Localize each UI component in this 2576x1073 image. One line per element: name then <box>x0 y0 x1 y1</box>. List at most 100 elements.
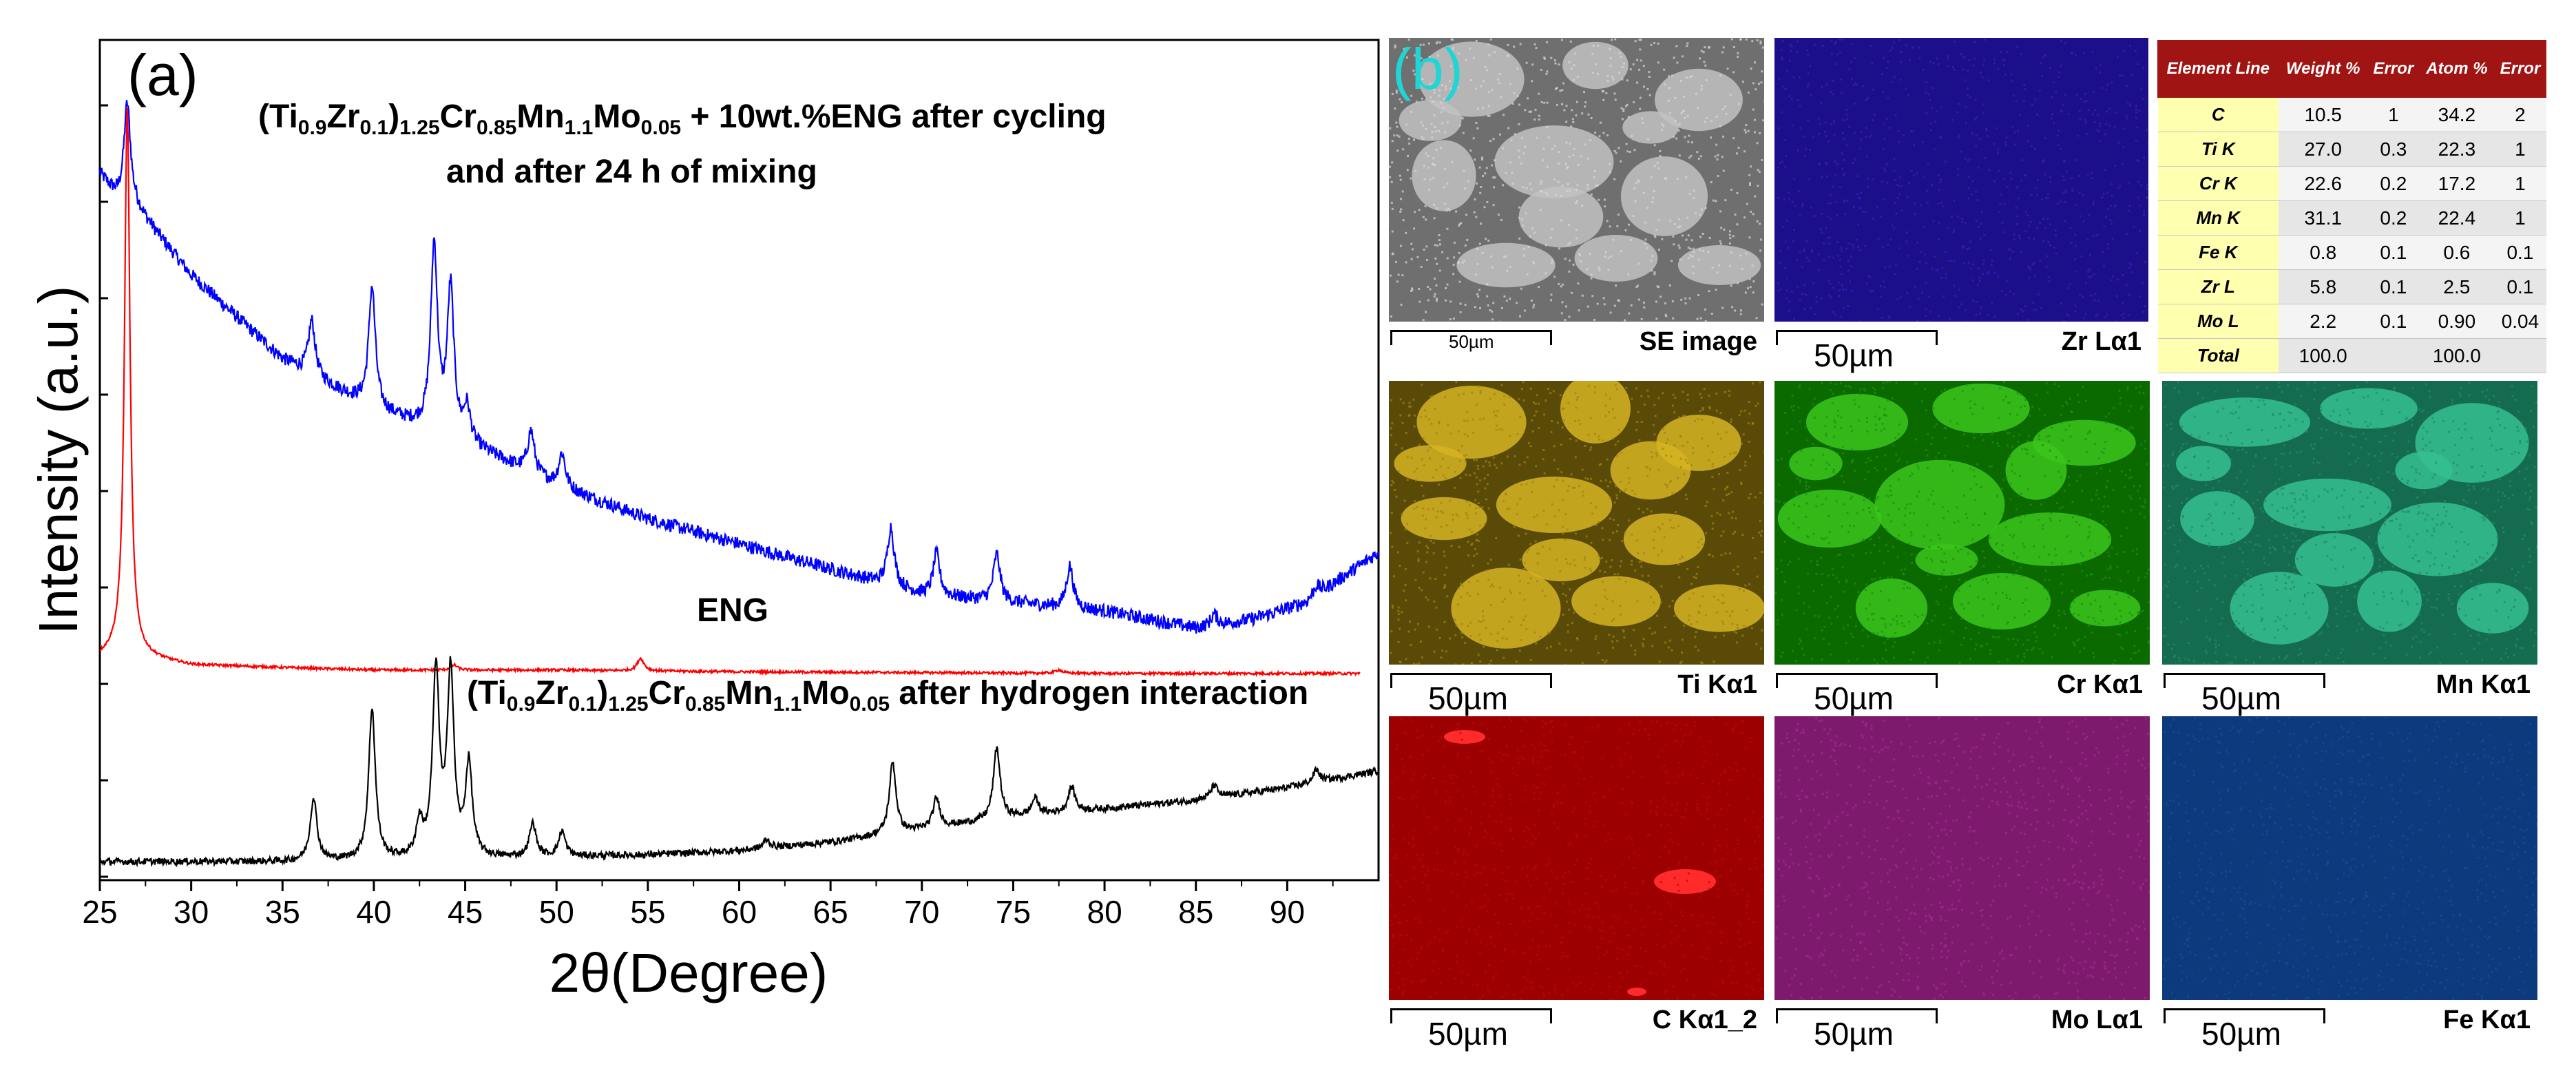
x-tick-label: 85 <box>1178 894 1213 930</box>
table-cell-value: 0.2 <box>2367 166 2420 201</box>
table-cell-value: 2.5 <box>2419 269 2495 304</box>
table-cell-value: 31.1 <box>2279 200 2368 236</box>
table-cell-value: 0.8 <box>2279 235 2368 270</box>
map-cr-label: Cr Kα1 <box>2057 670 2143 699</box>
scale-bar-label: 50µm <box>1428 1016 1508 1052</box>
map-ti-label: Ti Kα1 <box>1677 670 1757 699</box>
panel-a-label: (a) <box>127 43 198 107</box>
table-cell-value: 0.1 <box>2494 269 2546 304</box>
map-zr-label: Zr Lα1 <box>2061 327 2142 356</box>
scale-bar-label: 50µm <box>1814 1016 1894 1052</box>
map-fe-image <box>2162 716 2537 1000</box>
scale-bar-tick <box>2164 1008 2166 1023</box>
table-cell-element: Ti K <box>2157 132 2279 167</box>
map-c-label: C Kα1_2 <box>1652 1006 1757 1034</box>
annotation-black: (Ti0.9Zr0.1)1.25Cr0.85Mn1.1Mo0.05 after … <box>467 675 1308 716</box>
table-header-row: Element Line Weight % Error Atom % Error <box>2157 40 2547 98</box>
table-cell-value: 0.2 <box>2367 200 2420 236</box>
xrd-series <box>98 100 1380 868</box>
table-cell-value: 0.90 <box>2419 304 2495 339</box>
table-cell-element: Zr L <box>2157 269 2279 304</box>
table-row: Ti K 27.0 0.3 22.3 1 <box>2157 132 2546 167</box>
table-cell-value: 34.2 <box>2419 97 2495 132</box>
scale-bar-tick <box>1776 673 1778 688</box>
map-mo-image <box>1774 716 2150 1000</box>
scale-bar-label: 50µm <box>2201 680 2281 716</box>
table-cell-element: C <box>2157 97 2279 132</box>
map-ti-image <box>1389 381 1764 665</box>
x-tick-label: 35 <box>265 894 300 930</box>
scale-bar <box>1776 1008 1938 1010</box>
table-cell-value: 0.1 <box>2367 269 2420 304</box>
x-tick-label: 25 <box>82 894 117 930</box>
x-axis-ticks: 25 30 35 40 45 50 55 60 65 70 75 80 85 90 <box>82 880 1334 930</box>
table-row: Mn K 31.1 0.2 22.4 1 <box>2157 200 2546 236</box>
table-cell-value: 2.2 <box>2279 304 2368 339</box>
header-atom: Atom % <box>2418 40 2495 98</box>
table-cell-value: 0.04 <box>2494 304 2546 339</box>
scale-bar-tick <box>1776 1008 1778 1023</box>
header-element-line: Element Line <box>2157 40 2279 98</box>
table-cell-value: 5.8 <box>2279 269 2368 304</box>
table-row: Fe K 0.8 0.1 0.6 0.1 <box>2157 235 2546 270</box>
table-cell-value: 0.6 <box>2419 235 2495 270</box>
map-c-image <box>1389 716 1764 1000</box>
table-cell-element: Cr K <box>2157 166 2279 201</box>
scale-bar <box>2164 673 2325 675</box>
x-axis-label: 2θ(Degree) <box>549 942 828 1003</box>
xrd-series-line-2 <box>99 656 1379 868</box>
y-axis-label: Intensity (a.u.) <box>28 286 89 635</box>
scale-bar-tick <box>1390 330 1392 345</box>
x-tick-label: 90 <box>1270 894 1305 930</box>
table-cell-element: Mo L <box>2157 304 2279 339</box>
table-row: Total 100.0 100.0 <box>2157 338 2546 373</box>
scale-bar-tick <box>2323 1008 2325 1023</box>
table-cell-value: 10.5 <box>2279 97 2368 132</box>
table-cell-value: 1 <box>2494 132 2546 167</box>
x-tick-label: 60 <box>722 894 757 930</box>
table-cell-value: 100.0 <box>2279 338 2368 373</box>
scale-bar <box>1390 330 1552 332</box>
table-cell-value: 22.6 <box>2279 166 2368 201</box>
scale-bar-label: 50µm <box>1814 680 1894 716</box>
header-weight: Weight % <box>2278 40 2368 98</box>
scale-bar <box>1390 1008 1552 1010</box>
table-cell-value: 0.3 <box>2367 132 2420 167</box>
x-tick-label: 80 <box>1087 894 1122 930</box>
annotation-blue-line1: (Ti0.9Zr0.1)1.25Cr0.85Mn1.1Mo0.05 + 10wt… <box>258 98 1107 139</box>
scale-bar <box>2164 1008 2325 1010</box>
header-error-weight: Error <box>2367 40 2420 98</box>
map-se-image <box>1389 38 1764 322</box>
table-cell-value: 0.1 <box>2367 304 2420 339</box>
table-cell-value <box>2367 338 2420 373</box>
scale-bar-tick <box>2323 673 2325 688</box>
scale-bar-tick <box>1936 330 1938 345</box>
annotation-blue-line2: and after 24 h of mixing <box>446 154 817 190</box>
scale-bar <box>1776 673 1938 675</box>
edx-composition-table: Element Line Weight % Error Atom % Error… <box>2157 40 2547 373</box>
table-cell-value: 2 <box>2494 97 2546 132</box>
map-mo-label: Mo Lα1 <box>2051 1006 2143 1034</box>
x-tick-label: 55 <box>630 894 665 930</box>
table-cell-value: 1 <box>2494 200 2546 236</box>
scale-bar <box>1390 673 1552 675</box>
scale-bar-tick <box>1390 1008 1392 1023</box>
scale-bar-label: 50µm <box>2201 1016 2281 1052</box>
table-cell-value <box>2494 338 2546 373</box>
x-tick-label: 40 <box>356 894 391 930</box>
map-fe-label: Fe Kα1 <box>2443 1006 2531 1034</box>
table-cell-value: 22.3 <box>2419 132 2495 167</box>
map-mn-image <box>2162 381 2537 665</box>
table-cell-element: Mn K <box>2157 200 2279 236</box>
table-row: C 10.5 1 34.2 2 <box>2157 97 2546 132</box>
map-mn-label: Mn Kα1 <box>2436 670 2531 699</box>
table-row: Cr K 22.6 0.2 17.2 1 <box>2157 166 2546 201</box>
scale-bar-label: 50µm <box>1814 337 1894 373</box>
table-cell-value: 27.0 <box>2279 132 2368 167</box>
scale-bar-tick <box>1550 673 1552 688</box>
x-tick-label: 45 <box>448 894 483 930</box>
table-cell-value: 1 <box>2494 166 2546 201</box>
xrd-series-line-0 <box>98 100 1380 634</box>
map-zr-image <box>1774 38 2148 322</box>
table-cell-value: 100.0 <box>2419 338 2495 373</box>
